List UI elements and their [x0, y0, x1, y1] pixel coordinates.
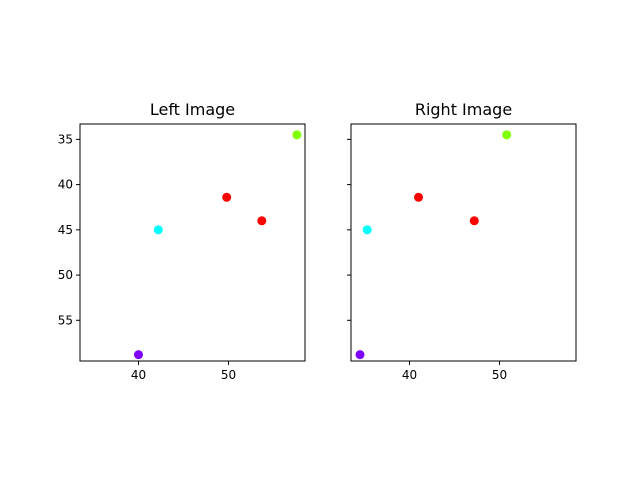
x-tick-label: 50: [221, 368, 236, 382]
right-image-plot: Right Image 40 50: [347, 100, 577, 382]
data-point: [257, 216, 267, 226]
plot-frame: [350, 123, 577, 362]
x-tick-label: 40: [131, 368, 146, 382]
data-point: [502, 130, 512, 140]
data-point: [292, 130, 302, 140]
plot-frame: [79, 123, 306, 362]
data-point: [362, 225, 372, 235]
data-point: [153, 225, 163, 235]
data-point: [222, 192, 232, 202]
y-tick-label: 40: [58, 178, 73, 192]
data-point: [414, 192, 423, 202]
y-tick-label: 45: [58, 223, 73, 237]
data-point: [134, 350, 143, 360]
y-tick-label: 50: [58, 268, 73, 282]
data-point: [469, 216, 479, 226]
x-tick-label: 40: [402, 368, 417, 382]
chart-title: Right Image: [415, 100, 512, 119]
left-image-plot: Left Image 40 50 35 40 45 50 55: [58, 100, 306, 382]
data-point: [355, 350, 365, 360]
y-tick-label: 55: [58, 313, 73, 327]
x-tick-label: 50: [492, 368, 507, 382]
y-tick-label: 35: [58, 132, 73, 146]
chart-title: Left Image: [150, 100, 235, 119]
